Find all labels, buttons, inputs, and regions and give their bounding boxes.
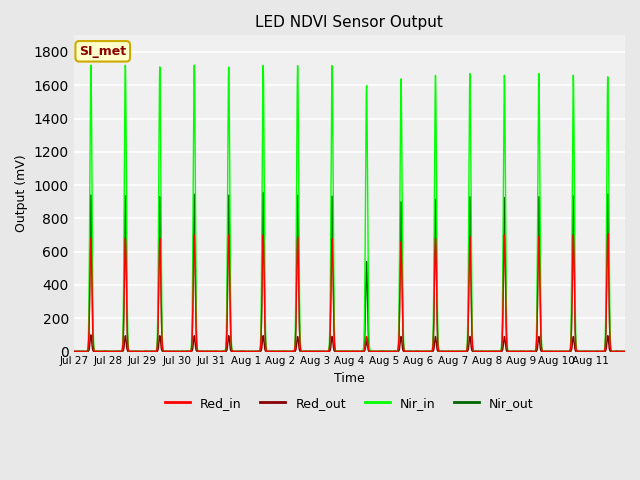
X-axis label: Time: Time bbox=[334, 372, 365, 385]
Legend: Red_in, Red_out, Nir_in, Nir_out: Red_in, Red_out, Nir_in, Nir_out bbox=[160, 392, 539, 415]
Title: LED NDVI Sensor Output: LED NDVI Sensor Output bbox=[255, 15, 444, 30]
Text: SI_met: SI_met bbox=[79, 45, 126, 58]
Y-axis label: Output (mV): Output (mV) bbox=[15, 155, 28, 232]
